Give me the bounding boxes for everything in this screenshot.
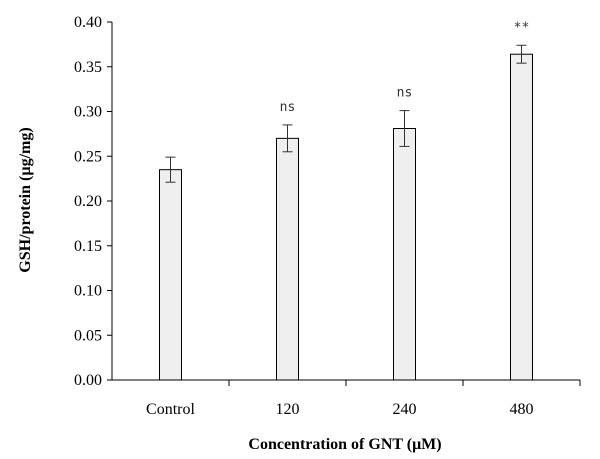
- x-axis-title: Concentration of GNT (μM): [248, 436, 441, 453]
- x-tick-label: 480: [510, 401, 534, 418]
- bar: [393, 128, 416, 381]
- bar: [159, 169, 182, 381]
- x-tick-label: 240: [393, 401, 417, 418]
- x-tick-label: Control: [146, 401, 195, 418]
- significance-label: ns: [280, 100, 296, 115]
- y-tick-label: 0.35: [74, 59, 102, 76]
- y-tick-label: 0.20: [74, 193, 102, 210]
- y-tick-label: 0.40: [74, 14, 102, 31]
- significance-label: **: [514, 20, 530, 35]
- y-tick-label: 0.00: [74, 372, 102, 389]
- y-tick-label: 0.30: [74, 104, 102, 121]
- y-axis-title: GSH/protein (µg/mg): [17, 127, 34, 272]
- x-tick-label: 120: [276, 401, 300, 418]
- bar: [510, 53, 533, 381]
- axes: [107, 21, 581, 386]
- bar: [276, 137, 299, 381]
- y-tick-label: 0.25: [74, 148, 102, 165]
- bars: [159, 44, 533, 381]
- significance-label: ns: [397, 86, 413, 101]
- y-tick-label: 0.10: [74, 283, 102, 300]
- y-tick-label: 0.15: [74, 238, 102, 255]
- y-tick-label: 0.05: [74, 327, 102, 344]
- labels: 0.00 0.05 0.10 0.15 0.20 0.25 0.30 0.35 0.40 Cont…: [74, 14, 534, 418]
